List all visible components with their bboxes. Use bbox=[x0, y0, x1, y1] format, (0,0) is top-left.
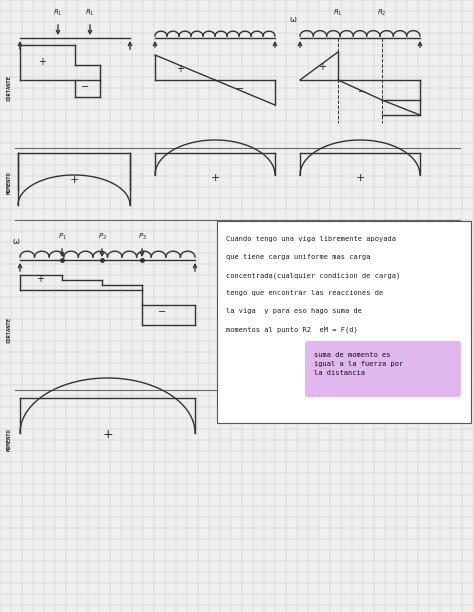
Text: +: + bbox=[210, 173, 219, 183]
Text: +: + bbox=[69, 175, 79, 185]
Text: $P_1$: $P_1$ bbox=[57, 232, 66, 242]
Text: que tiene carga uniforme mas carga: que tiene carga uniforme mas carga bbox=[226, 254, 371, 260]
Text: +: + bbox=[356, 173, 365, 183]
Text: +: + bbox=[102, 428, 113, 441]
Text: ω: ω bbox=[290, 15, 297, 24]
Text: MOMENTO: MOMENTO bbox=[7, 171, 11, 195]
Text: $R_1$: $R_1$ bbox=[85, 8, 95, 18]
Text: $R_2$: $R_2$ bbox=[377, 8, 387, 18]
FancyBboxPatch shape bbox=[305, 341, 461, 397]
Text: −: − bbox=[358, 87, 366, 97]
Text: $P_2$: $P_2$ bbox=[98, 232, 107, 242]
FancyBboxPatch shape bbox=[217, 221, 471, 423]
Text: tengo que encontrar las reacciones de: tengo que encontrar las reacciones de bbox=[226, 290, 383, 296]
Text: la viga  y para eso hago suma de: la viga y para eso hago suma de bbox=[226, 308, 362, 314]
Text: +: + bbox=[36, 274, 44, 284]
Text: concentrada(cualquier condicion de carga): concentrada(cualquier condicion de carga… bbox=[226, 272, 400, 278]
Text: $P_3$: $P_3$ bbox=[137, 232, 146, 242]
Text: $R_1$: $R_1$ bbox=[333, 8, 343, 18]
Text: MOMENTO: MOMENTO bbox=[7, 428, 11, 452]
Text: ω: ω bbox=[12, 237, 19, 246]
Text: momentos al punto R2  eM = F(d): momentos al punto R2 eM = F(d) bbox=[226, 326, 358, 332]
Text: +: + bbox=[318, 62, 326, 72]
Text: −: − bbox=[158, 307, 166, 317]
Text: CORTANTE: CORTANTE bbox=[7, 317, 11, 343]
Text: +: + bbox=[38, 57, 46, 67]
Text: suma de momento es
igual a la fuerza por
la distancia: suma de momento es igual a la fuerza por… bbox=[314, 352, 403, 376]
Text: +: + bbox=[176, 64, 184, 74]
Text: −: − bbox=[236, 84, 244, 94]
Text: Cuando tengo una viga libremente apoyada: Cuando tengo una viga libremente apoyada bbox=[226, 236, 396, 242]
Text: CORTANTE: CORTANTE bbox=[7, 75, 11, 101]
Text: −: − bbox=[81, 82, 89, 92]
Text: $R_1$: $R_1$ bbox=[53, 8, 63, 18]
